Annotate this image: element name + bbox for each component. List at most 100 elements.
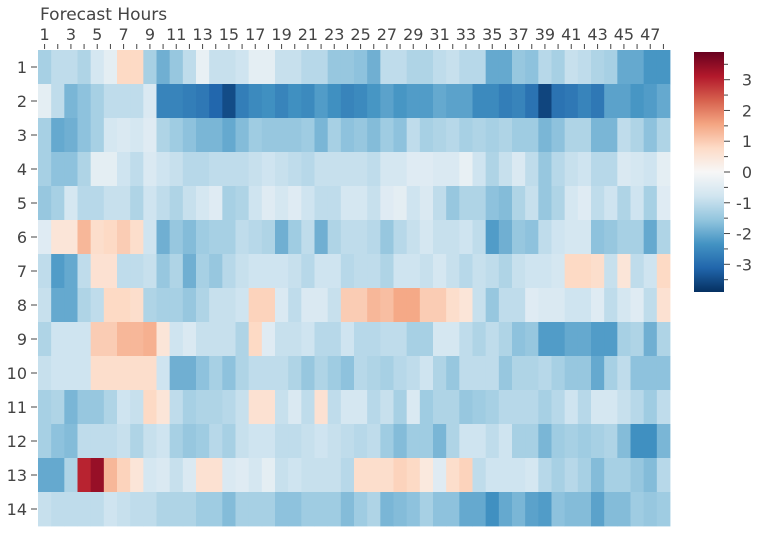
heatmap-cell <box>406 356 421 391</box>
heatmap-cell <box>406 390 421 425</box>
heatmap-cell <box>117 356 131 391</box>
heatmap-cell <box>156 390 171 425</box>
heatmap-cell <box>591 390 605 425</box>
heatmap-cell <box>38 84 52 119</box>
heatmap-cell <box>406 50 421 85</box>
heatmap-cell <box>327 220 342 255</box>
heatmap-cell <box>117 84 131 119</box>
heatmap-cell <box>222 152 236 187</box>
heatmap-cell <box>604 220 618 255</box>
heatmap-cell <box>459 84 473 119</box>
heatmap-cell <box>103 390 118 425</box>
heatmap-cell <box>617 220 631 255</box>
y-tick-label: 3 <box>17 126 27 145</box>
heatmap-cell <box>433 84 447 119</box>
heatmap-cell <box>459 288 473 323</box>
heatmap-cell <box>498 152 513 187</box>
heatmap-cell <box>314 492 329 527</box>
heatmap-cell <box>446 118 460 153</box>
heatmap-cell <box>288 118 302 153</box>
heatmap-cell <box>498 492 513 527</box>
heatmap-cell <box>143 356 157 391</box>
heatmap-cell <box>169 424 184 459</box>
heatmap-cell <box>209 254 223 289</box>
heatmap-cell <box>406 424 421 459</box>
heatmap-cell <box>235 186 250 221</box>
heatmap-cell <box>472 186 487 221</box>
heatmap-cell <box>169 50 184 85</box>
heatmap-cell <box>235 50 250 85</box>
heatmap-cell <box>77 254 92 289</box>
heatmap-cell <box>656 118 671 153</box>
heatmap-cell <box>248 220 263 255</box>
heatmap-cell <box>314 220 329 255</box>
y-tick-label: 7 <box>17 262 27 281</box>
heatmap-cell <box>380 84 394 119</box>
heatmap-cell <box>525 390 539 425</box>
heatmap-cell <box>551 254 566 289</box>
heatmap-cell <box>433 288 447 323</box>
heatmap-cell <box>367 288 381 323</box>
heatmap-cell <box>288 84 302 119</box>
heatmap-cell <box>630 424 645 459</box>
heatmap-cell <box>551 322 566 357</box>
heatmap-cell <box>380 220 394 255</box>
heatmap-cell <box>591 220 605 255</box>
heatmap-cell <box>551 84 566 119</box>
heatmap-cell <box>117 288 131 323</box>
heatmap-cell <box>248 50 263 85</box>
heatmap-cell <box>498 50 513 85</box>
heatmap-cell <box>433 424 447 459</box>
x-tick-label: 7 <box>118 25 128 44</box>
heatmap-cell <box>446 356 460 391</box>
heatmap-cell <box>367 254 381 289</box>
heatmap-cell <box>538 152 552 187</box>
heatmap-cell <box>38 458 52 493</box>
heatmap-cell <box>275 356 289 391</box>
colorbar-tick-label: 3 <box>742 71 752 90</box>
heatmap-cell <box>354 186 368 221</box>
heatmap-cell <box>38 288 52 323</box>
heatmap-cell <box>288 186 302 221</box>
heatmap-cell <box>182 152 197 187</box>
heatmap-cell <box>525 84 539 119</box>
heatmap-cell <box>406 458 421 493</box>
heatmap-cell <box>340 220 355 255</box>
x-tick-label: 25 <box>350 25 370 44</box>
colorbar-tick-label: 1 <box>742 132 752 151</box>
heatmap-cell <box>301 220 315 255</box>
heatmap-cell <box>222 492 236 527</box>
heatmap-cell <box>261 220 276 255</box>
heatmap-cell <box>38 254 52 289</box>
heatmap-cell <box>261 458 276 493</box>
heatmap-cell <box>577 356 592 391</box>
heatmap-cell <box>275 288 289 323</box>
heatmap-cell <box>222 254 236 289</box>
heatmap-cell <box>117 118 131 153</box>
heatmap-cell <box>617 322 631 357</box>
heatmap-cell <box>472 118 487 153</box>
heatmap-cell <box>327 118 342 153</box>
heatmap-cell <box>367 186 381 221</box>
heatmap-cell <box>275 492 289 527</box>
heatmap-cell <box>64 152 78 187</box>
heatmap-cell <box>143 118 157 153</box>
heatmap-cell <box>354 322 368 357</box>
x-tick-label: 35 <box>482 25 502 44</box>
y-tick-label: 12 <box>7 432 27 451</box>
heatmap-cell <box>156 84 171 119</box>
heatmap-cell <box>248 356 263 391</box>
heatmap-cell <box>472 152 487 187</box>
x-tick-label: 43 <box>587 25 607 44</box>
x-tick-label: 5 <box>92 25 102 44</box>
heatmap-cell <box>604 84 618 119</box>
heatmap-cell <box>51 356 65 391</box>
heatmap-cell <box>525 492 539 527</box>
heatmap-cell <box>90 458 105 493</box>
heatmap-cell <box>591 356 605 391</box>
heatmap-cell <box>301 288 315 323</box>
heatmap-cell <box>538 288 552 323</box>
heatmap-cell <box>630 390 645 425</box>
heatmap-cell <box>564 424 579 459</box>
heatmap-cell <box>472 390 487 425</box>
